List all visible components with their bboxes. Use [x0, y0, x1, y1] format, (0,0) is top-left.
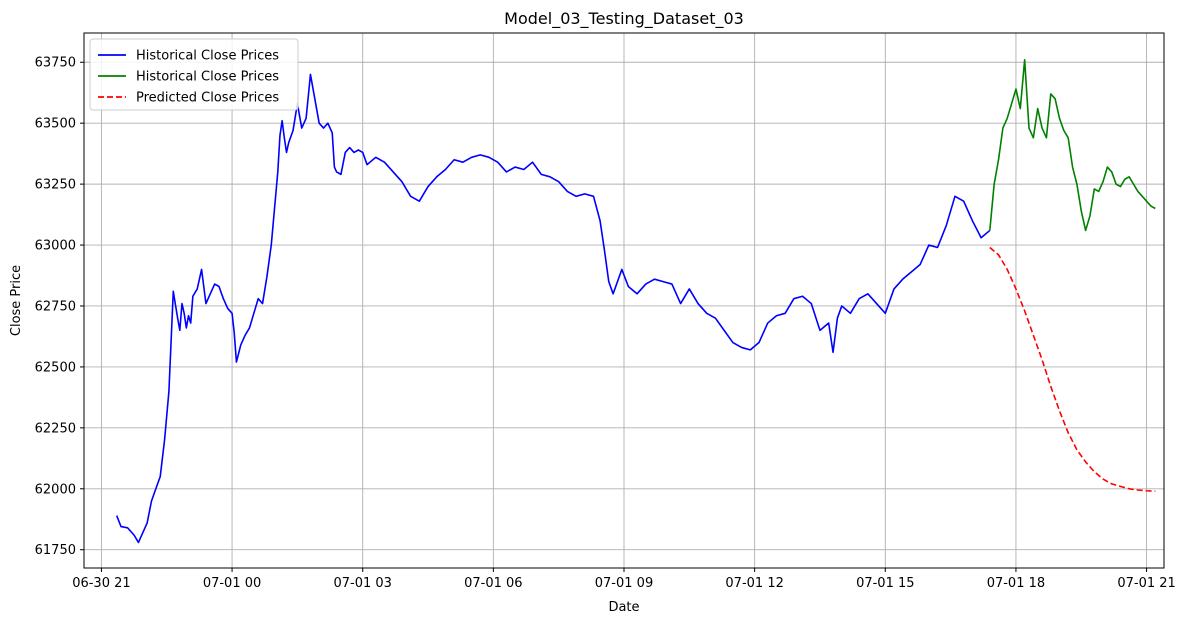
- y-axis-label: Close Price: [9, 265, 24, 336]
- x-tick-label: 07-01 15: [856, 576, 914, 591]
- y-tick-label: 61750: [35, 543, 76, 558]
- x-tick-label: 06-30 21: [72, 576, 130, 591]
- axis-ticks: 61750 62000 62250 62500 62750 63000 63250 63500…: [35, 56, 1176, 591]
- y-tick-label: 62250: [35, 421, 76, 436]
- legend: Historical Close Prices Historical Close …: [89, 38, 299, 111]
- y-tick-label: 63500: [35, 117, 76, 132]
- x-tick-label: 07-01 06: [464, 576, 522, 591]
- x-axis-label: Date: [608, 600, 639, 615]
- x-tick-label: 07-01 09: [595, 576, 653, 591]
- x-tick-label: 07-01 03: [333, 576, 391, 591]
- series-line-2: [989, 59, 1156, 232]
- x-tick-label: 07-01 18: [987, 576, 1045, 591]
- y-tick-label: 62000: [35, 482, 76, 497]
- chart-title: Model_03_Testing_Dataset_03: [504, 9, 744, 29]
- series-lines: [115, 59, 1156, 544]
- x-tick-label: 07-01 00: [203, 576, 261, 591]
- legend-box: [89, 38, 299, 111]
- y-tick-label: 62750: [35, 299, 76, 314]
- y-tick-label: 63000: [35, 239, 76, 254]
- grid: [84, 33, 1164, 568]
- legend-entry: Predicted Close Prices: [136, 91, 279, 106]
- series-line-1: [115, 73, 991, 544]
- y-tick-label: 63750: [35, 56, 76, 71]
- legend-entry: Historical Close Prices: [136, 70, 279, 85]
- x-tick-label: 07-01 21: [1117, 576, 1175, 591]
- x-tick-label: 07-01 12: [725, 576, 783, 591]
- series-line-3: [989, 246, 1156, 493]
- y-tick-label: 63250: [35, 178, 76, 193]
- legend-entry: Historical Close Prices: [136, 49, 279, 64]
- y-tick-label: 62500: [35, 360, 76, 375]
